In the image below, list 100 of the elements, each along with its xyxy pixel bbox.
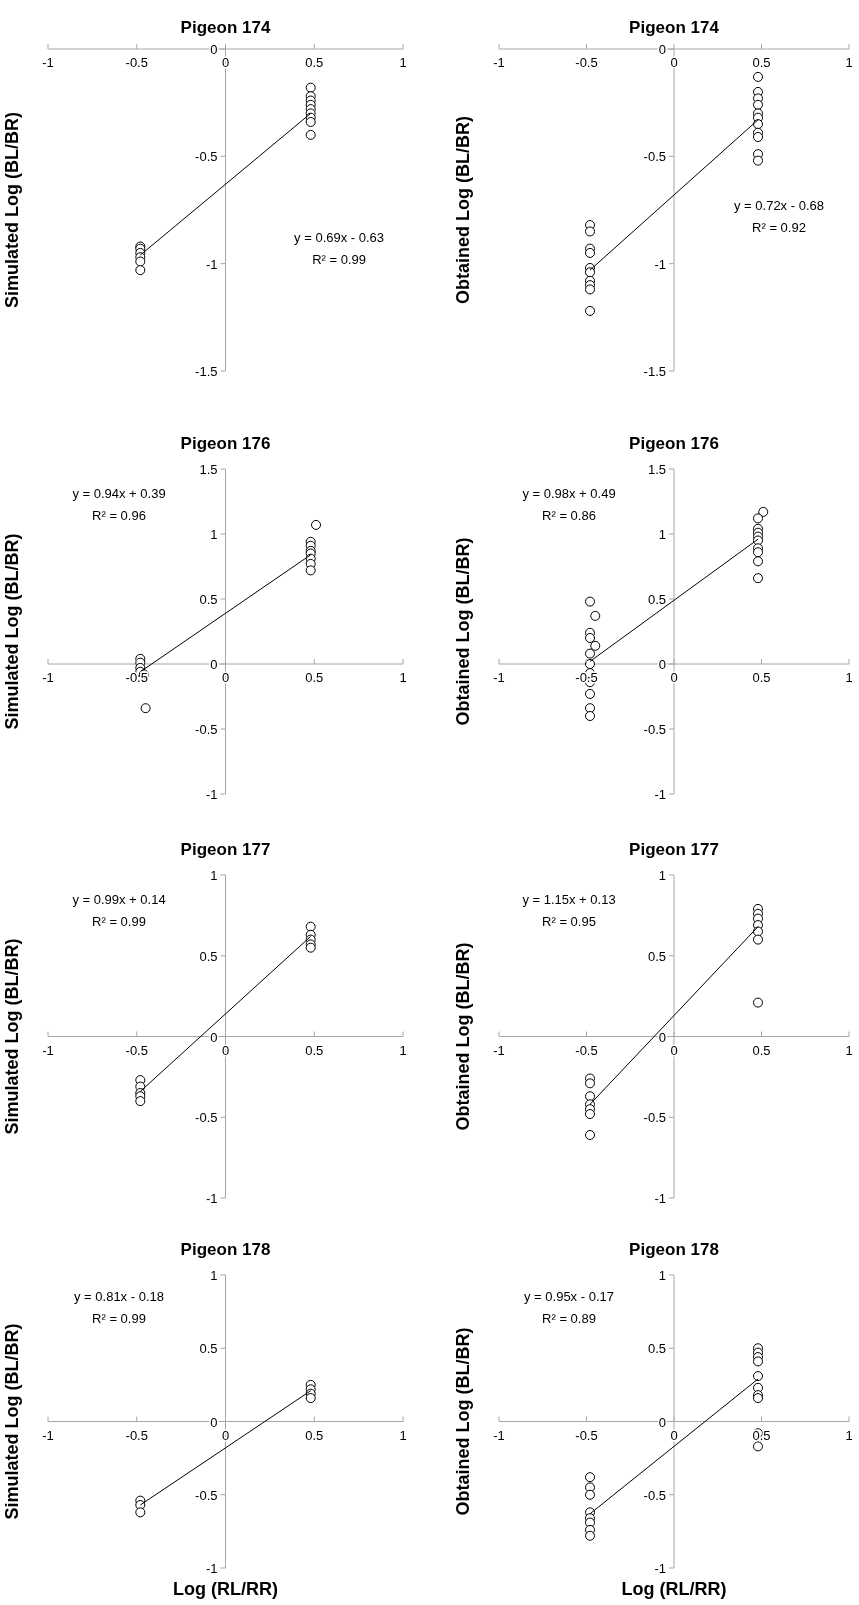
chart-title: Pigeon 177 — [180, 840, 271, 859]
x-tick-label: 0.5 — [752, 55, 771, 70]
y-tick-label: 0 — [210, 1029, 218, 1045]
x-tick-label: 0 — [221, 1042, 230, 1058]
y-tick-label: 1 — [658, 1268, 666, 1283]
x-tick-label: 0 — [221, 55, 230, 70]
annotation: y = 0.69x - 0.63 — [294, 230, 385, 246]
annotation: y = 0.94x + 0.39 — [72, 486, 166, 502]
x-tick-label: 0.5 — [305, 1427, 324, 1443]
x-tick-label: 0.5 — [305, 55, 324, 70]
y-tick-label: -1 — [205, 787, 218, 802]
annotation: y = 1.15x + 0.13 — [522, 892, 616, 908]
y-tick-label: 1 — [210, 527, 218, 542]
y-tick-label: -1 — [654, 256, 666, 272]
chart-title: Pigeon 178 — [180, 1240, 271, 1259]
x-tick-label: -1 — [42, 55, 54, 70]
chart-title: Pigeon 174 — [629, 18, 720, 37]
annotation: R² = 0.99 — [92, 914, 146, 930]
x-tick-label: -1 — [42, 1427, 54, 1443]
y-tick-label: 0 — [658, 1414, 666, 1430]
y-tick-label: 0 — [210, 657, 218, 672]
x-tick-label: -1 — [493, 670, 505, 685]
annotation: R² = 0.89 — [542, 1311, 596, 1327]
chart-title: Pigeon 176 — [180, 434, 271, 453]
x-tick-label: 1 — [399, 1042, 407, 1058]
annotation: y = 0.81x - 0.18 — [74, 1289, 164, 1305]
x-tick-label: 0 — [670, 55, 678, 70]
x-tick-label: 0.5 — [305, 670, 324, 685]
x-tick-label: -1 — [42, 670, 54, 685]
y-axis-title: Obtained Log (BL/BR) — [453, 537, 473, 726]
y-tick-label: -1 — [205, 1191, 218, 1206]
y-tick-label: 0 — [210, 42, 218, 57]
x-tick-label: 1 — [845, 670, 853, 685]
chart-title: Pigeon 174 — [180, 18, 271, 37]
x-tick-label: 0 — [221, 1427, 230, 1443]
y-axis-title: Simulated Log (BL/BR) — [2, 938, 22, 1135]
y-tick-label: 0.5 — [199, 948, 218, 964]
x-tick-label: 0 — [670, 1427, 678, 1443]
x-tick-label: 1 — [845, 1427, 853, 1443]
annotation: R² = 0.86 — [542, 508, 596, 524]
x-tick-label: -0.5 — [575, 1042, 598, 1058]
x-tick-label: 0 — [670, 1042, 678, 1058]
x-tick-label: -0.5 — [575, 1427, 598, 1443]
y-tick-label: -1 — [654, 1561, 666, 1576]
y-tick-label: 0.5 — [647, 592, 666, 607]
y-tick-label: 0.5 — [647, 1341, 666, 1357]
annotation: y = 0.99x + 0.14 — [72, 892, 166, 908]
y-tick-label: 1 — [658, 868, 666, 883]
y-tick-label: -0.5 — [195, 1110, 218, 1126]
annotation: y = 0.72x - 0.68 — [734, 198, 824, 213]
x-tick-label: -0.5 — [125, 1042, 148, 1058]
y-tick-label: 0 — [210, 1414, 218, 1430]
y-tick-label: 0.5 — [199, 592, 218, 607]
y-axis-title: Simulated Log (BL/BR) — [2, 533, 22, 730]
y-tick-label: 1 — [210, 1268, 218, 1283]
x-tick-label: -1 — [493, 1042, 505, 1058]
y-axis-title: Simulated Log (BL/BR) — [2, 1323, 22, 1520]
y-tick-label: 1.5 — [647, 462, 666, 477]
y-tick-label: 0.5 — [647, 948, 666, 964]
y-tick-label: -0.5 — [643, 722, 666, 737]
x-tick-label: -0.5 — [575, 55, 598, 70]
y-axis-title: Obtained Log (BL/BR) — [453, 1327, 473, 1516]
x-tick-label: -0.5 — [125, 670, 148, 685]
x-tick-label: 0.5 — [305, 1042, 324, 1058]
y-tick-label: 0 — [658, 1029, 666, 1045]
x-tick-label: 1 — [399, 55, 407, 70]
chart-title: Pigeon 177 — [629, 840, 719, 859]
y-tick-label: -0.5 — [195, 1487, 218, 1503]
y-tick-label: -0.5 — [195, 722, 218, 737]
y-tick-label: -1 — [205, 256, 218, 272]
annotation: R² = 0.99 — [312, 252, 367, 268]
y-tick-label: -1 — [654, 1191, 666, 1206]
annotation: R² = 0.96 — [92, 508, 146, 524]
y-tick-label: -0.5 — [643, 1487, 666, 1503]
x-axis-title: Log (RL/RR) — [621, 1579, 727, 1599]
annotation: R² = 0.95 — [542, 914, 596, 930]
y-tick-label: -1.5 — [643, 364, 666, 379]
x-tick-label: -0.5 — [125, 1427, 148, 1443]
y-axis-title: Simulated Log (BL/BR) — [2, 112, 22, 308]
x-tick-label: -0.5 — [125, 55, 148, 70]
x-tick-label: 0.5 — [752, 1042, 771, 1058]
y-axis-title: Obtained Log (BL/BR) — [453, 942, 473, 1131]
annotation: y = 0.98x + 0.49 — [522, 486, 616, 502]
y-tick-label: 0 — [658, 42, 666, 57]
y-tick-label: -0.5 — [195, 149, 218, 165]
y-tick-label: 1 — [210, 868, 218, 883]
x-tick-label: -1 — [493, 1427, 505, 1443]
x-tick-label: 0 — [670, 670, 678, 685]
y-tick-label: 1 — [658, 527, 666, 542]
annotation: R² = 0.92 — [752, 220, 806, 235]
x-tick-label: 1 — [845, 1042, 853, 1058]
y-tick-label: -0.5 — [643, 1110, 666, 1126]
y-tick-label: 1.5 — [199, 462, 218, 477]
x-tick-label: 0 — [221, 670, 230, 685]
x-tick-label: -1 — [493, 55, 505, 70]
x-tick-label: 1 — [399, 1427, 407, 1443]
y-tick-label: -1.5 — [195, 364, 218, 379]
y-tick-label: -1 — [205, 1561, 218, 1576]
annotation: R² = 0.99 — [92, 1311, 146, 1327]
y-tick-label: 0 — [658, 657, 666, 672]
